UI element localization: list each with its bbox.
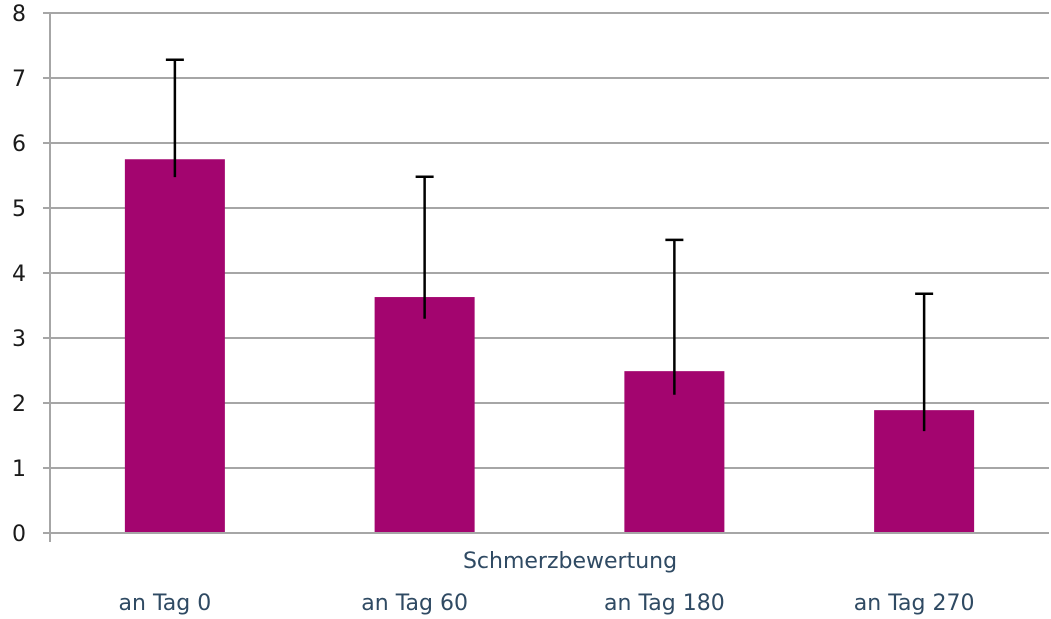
y-tick-label: 8 [12, 2, 26, 27]
axes [43, 12, 1049, 542]
category-label: an Tag 270 [854, 591, 975, 616]
bar [624, 371, 725, 533]
y-tick-label: 0 [12, 522, 26, 547]
category-label: an Tag 60 [361, 591, 468, 616]
bar [124, 159, 225, 533]
y-tick-label: 4 [12, 262, 26, 287]
x-axis-title: Schmerzbewertung [463, 549, 677, 574]
y-tick-label: 2 [12, 392, 26, 417]
labels: Schmerzbewertung 0 1 2 3 4 5 6 7 8 an Tag 0 an Tag… [12, 2, 974, 616]
y-tick-label: 7 [12, 67, 26, 92]
y-tick-label: 5 [12, 197, 26, 222]
category-label: an Tag 0 [119, 591, 212, 616]
error-bars [165, 58, 934, 432]
bars [124, 159, 975, 533]
category-label: an Tag 180 [604, 591, 725, 616]
y-tick-label: 6 [12, 132, 26, 157]
y-tick-label: 1 [12, 457, 26, 482]
bar [374, 297, 475, 533]
y-tick-label: 3 [12, 327, 26, 352]
